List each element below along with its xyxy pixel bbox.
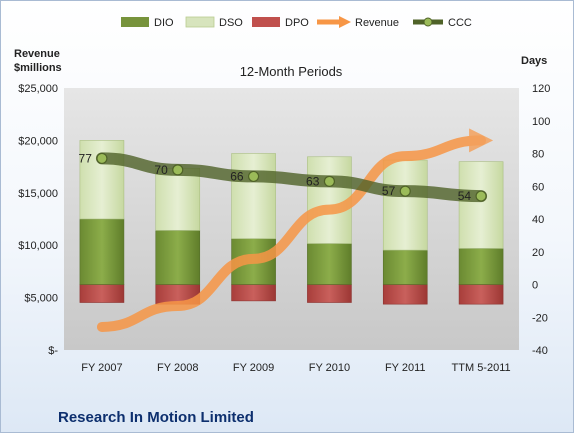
- bar-dio: [155, 230, 201, 285]
- left-tick-label: $20,000: [18, 135, 58, 147]
- ccc-data-label: 57: [382, 184, 396, 198]
- bar-dio: [458, 248, 504, 285]
- right-tick-label: 100: [532, 116, 550, 128]
- legend-ccc-marker-icon: [423, 17, 433, 27]
- legend-swatch-dso: [185, 16, 215, 28]
- plot-area: [64, 88, 519, 350]
- right-tick-label: 120: [532, 83, 550, 95]
- ccc-data-label: 63: [306, 174, 320, 188]
- ccc-marker: [172, 164, 184, 176]
- x-tick-label: FY 2011: [385, 362, 426, 374]
- x-tick-label: FY 2008: [157, 362, 198, 374]
- bar-dpo: [307, 284, 352, 303]
- left-axis-title-line2: $millions: [14, 62, 62, 74]
- legend-label-dio: DIO: [154, 17, 174, 29]
- x-tick-label: FY 2009: [233, 362, 274, 374]
- bar-dpo: [79, 284, 125, 303]
- right-tick-label: 60: [532, 181, 544, 193]
- bar-dio: [307, 243, 352, 285]
- ccc-data-label: 54: [458, 189, 472, 203]
- right-tick-label: 80: [532, 149, 544, 161]
- revenue-line: [96, 128, 494, 332]
- ccc-marker: [96, 152, 108, 165]
- left-axis: $- $5,000 $10,000 $15,000 $20,000 $25,000: [18, 83, 58, 357]
- right-axis: -40 -20 0 20 40 60 80 100 120: [532, 83, 550, 357]
- bar-dso: [231, 153, 276, 239]
- left-tick-label: $15,000: [18, 188, 58, 200]
- ccc-data-label: 77: [79, 151, 93, 165]
- revenue-series: [96, 128, 494, 332]
- right-tick-label: 40: [532, 214, 544, 226]
- ccc-marker: [399, 185, 411, 197]
- bar-series: [79, 140, 504, 305]
- legend-label-dso: DSO: [219, 17, 243, 29]
- right-tick-label: -40: [532, 345, 548, 357]
- right-tick-label: 0: [532, 280, 538, 292]
- left-tick-label: $-: [48, 345, 58, 357]
- bar-dpo: [231, 284, 276, 302]
- right-tick-label: 20: [532, 247, 544, 259]
- x-axis: FY 2007 FY 2008 FY 2009 FY 2010 FY 2011 TTM 5…: [81, 362, 510, 374]
- bar-dso: [382, 159, 428, 251]
- right-axis-title: Days: [521, 55, 547, 67]
- ccc-data-label: 70: [154, 163, 168, 177]
- legend-label-revenue: Revenue: [355, 17, 399, 29]
- bar-dio: [79, 218, 125, 285]
- chart-title: 12-Month Periods: [240, 64, 343, 79]
- ccc-series: 77 70 66 63 57 54: [79, 151, 488, 203]
- legend-swatch-dpo: [252, 17, 280, 27]
- bar-dso: [155, 167, 201, 231]
- x-tick-label: FY 2010: [309, 362, 350, 374]
- ccc-marker: [475, 190, 487, 202]
- left-tick-label: $10,000: [18, 240, 58, 252]
- bar-dpo: [458, 284, 504, 305]
- legend-revenue-arrow-icon: [339, 16, 351, 28]
- x-tick-label: FY 2007: [81, 362, 122, 374]
- bar-dso: [307, 156, 352, 244]
- legend: DIO DSO DPO Revenue CCC: [121, 16, 472, 29]
- left-axis-title-line1: Revenue: [14, 48, 60, 60]
- bar-dso: [458, 161, 504, 249]
- legend-label-ccc: CCC: [448, 17, 472, 29]
- ccc-marker: [247, 170, 260, 183]
- right-tick-label: -20: [532, 312, 548, 324]
- left-tick-label: $25,000: [18, 83, 58, 95]
- company-name: Research In Motion Limited: [58, 409, 254, 426]
- bar-dpo: [382, 284, 428, 305]
- ccc-marker: [323, 175, 336, 187]
- ccc-data-label: 66: [230, 169, 244, 183]
- legend-label-dpo: DPO: [285, 17, 309, 29]
- legend-swatch-dio: [121, 17, 149, 27]
- bar-dio: [382, 249, 428, 285]
- left-tick-label: $5,000: [24, 293, 58, 305]
- x-tick-label: TTM 5-2011: [452, 362, 511, 374]
